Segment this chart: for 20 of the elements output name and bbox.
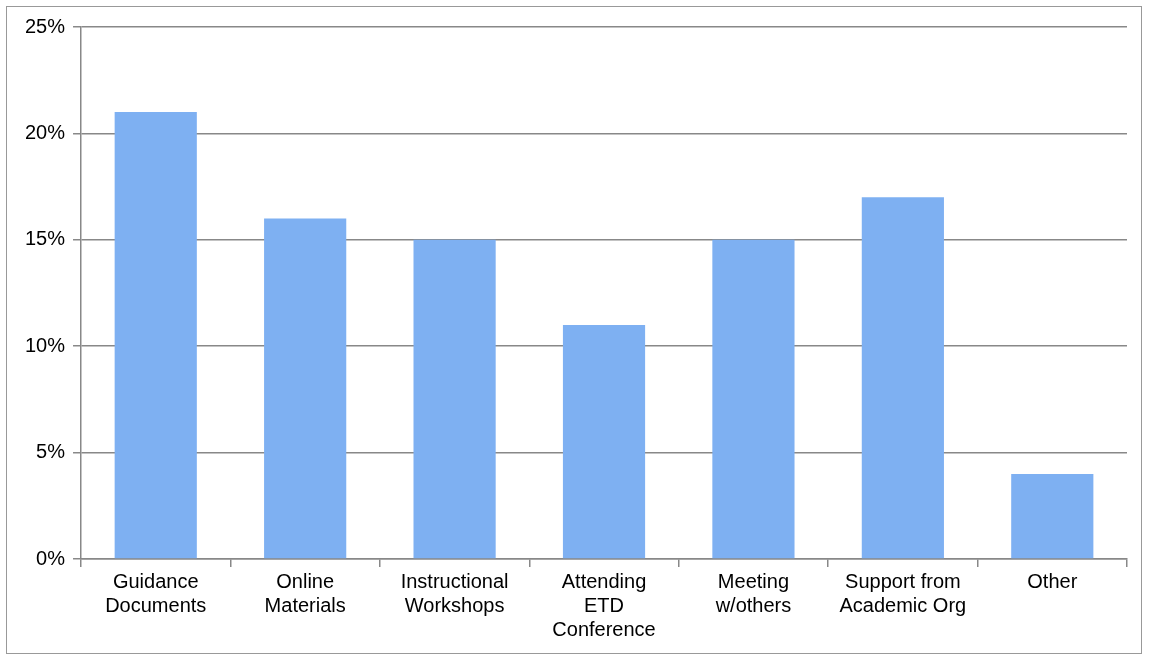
y-tick-label: 10% [25,333,66,356]
x-tick-label: Support from Academic Org [839,569,967,616]
x-tick-label: Other [1027,569,1078,592]
x-tick-label: Guidance Documents [105,569,207,616]
y-tick-label: 25% [25,14,66,37]
y-tick-label: 15% [25,227,66,250]
bar [264,218,347,559]
x-tick-label: Attending ETD Conference [552,569,656,640]
bar [562,324,646,559]
x-tick-label: Instructional Workshops [400,569,509,616]
x-tick-label: Online Materials [264,569,346,616]
y-tick-label: 5% [36,440,66,463]
bar [1011,473,1094,559]
x-tick-label: Meeting w/others [714,569,792,616]
bar [114,112,197,559]
bar [413,239,496,559]
y-tick-label: 20% [25,120,66,143]
bar [712,239,795,559]
bar [861,197,944,559]
y-tick-label: 0% [36,546,66,569]
